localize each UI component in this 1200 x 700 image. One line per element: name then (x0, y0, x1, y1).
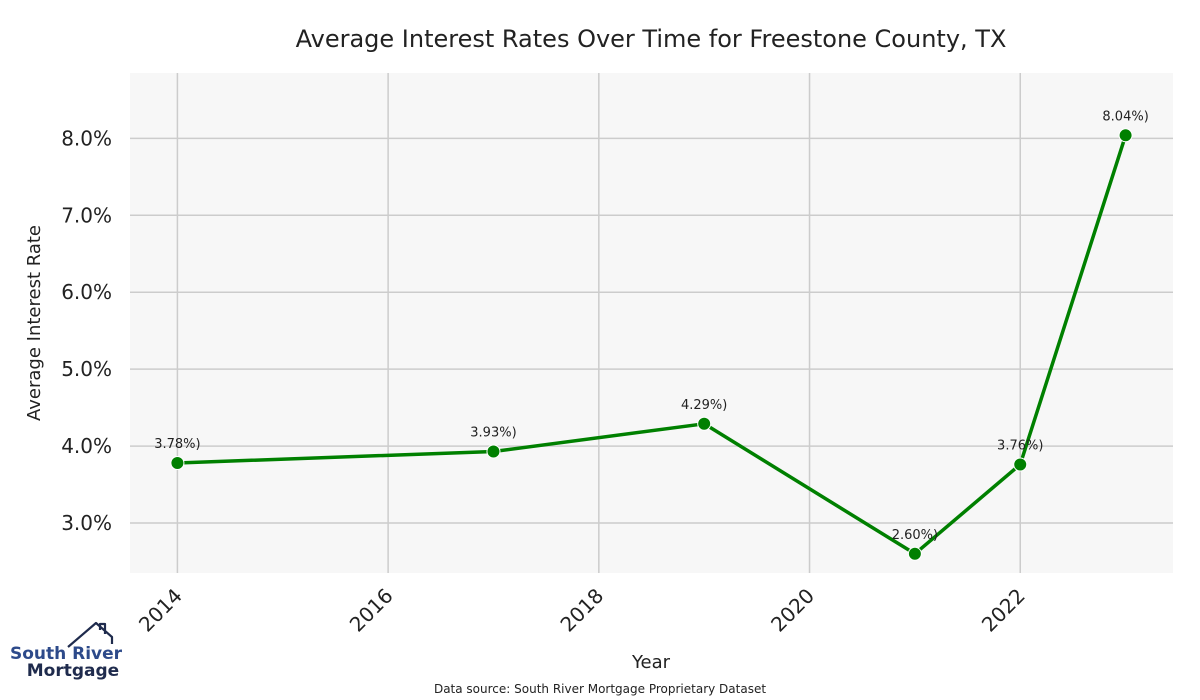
data-point (170, 456, 185, 470)
data-label: 4.29%) (681, 398, 727, 413)
y-tick-label: 7.0% (61, 203, 112, 227)
data-label: 2.60%) (892, 528, 938, 543)
plot-area (130, 73, 1173, 573)
series-line (177, 134, 1128, 556)
y-tick-label: 8.0% (61, 126, 112, 150)
x-tick-label: 2020 (766, 584, 819, 637)
series-group: 3.78%) 3.93%) 4.29%) 2.60%) 3.76%) 8.04%) (154, 109, 1149, 561)
y-axis-label: Average Interest Rate (24, 225, 45, 421)
x-tick-label: 2014 (134, 584, 187, 637)
data-label: 3.78%) (154, 437, 200, 452)
y-axis-ticks: 3.0% 4.0% 5.0% 6.0% 7.0% 8.0% (61, 126, 112, 535)
data-label: 3.93%) (470, 425, 516, 440)
y-tick-label: 5.0% (61, 357, 112, 381)
x-axis-label: Year (631, 652, 671, 673)
data-label: 3.76%) (997, 439, 1043, 454)
y-tick-label: 3.0% (61, 511, 112, 535)
data-source-note: Data source: South River Mortgage Propri… (434, 682, 766, 696)
chart-title: Average Interest Rates Over Time for Fre… (296, 25, 1007, 53)
y-tick-label: 6.0% (61, 280, 112, 304)
logo-line2: Mortgage (27, 661, 119, 681)
grid-lines (130, 73, 1173, 573)
house-roof-icon (67, 621, 114, 648)
data-point (697, 416, 712, 431)
data-point (907, 546, 922, 561)
data-point (1118, 128, 1133, 143)
y-tick-label: 4.0% (61, 434, 112, 458)
x-tick-label: 2022 (977, 584, 1030, 637)
logo: South River Mortgage (10, 621, 123, 681)
data-label: 8.04%) (1102, 109, 1148, 124)
x-axis-ticks: 2014 2016 2018 2020 2022 (134, 584, 1030, 637)
data-point (486, 444, 501, 459)
data-point (1013, 457, 1028, 472)
x-tick-label: 2018 (555, 584, 608, 637)
x-tick-label: 2016 (345, 584, 398, 637)
logo-line1: South River (10, 644, 123, 664)
